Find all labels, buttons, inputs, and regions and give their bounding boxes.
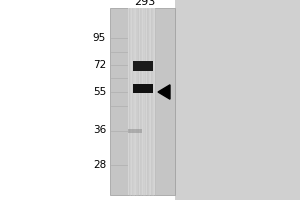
Bar: [133, 84, 153, 93]
Text: 55: 55: [93, 87, 106, 97]
Bar: [128, 129, 142, 133]
Text: 72: 72: [93, 60, 106, 70]
Polygon shape: [158, 85, 170, 99]
Bar: [133, 61, 153, 71]
Bar: [128, 8, 155, 195]
Text: 28: 28: [93, 160, 106, 170]
Bar: [175, 0, 300, 200]
Text: 36: 36: [93, 125, 106, 135]
Bar: [110, 8, 175, 195]
Text: 95: 95: [93, 33, 106, 43]
Text: 293: 293: [134, 0, 156, 7]
